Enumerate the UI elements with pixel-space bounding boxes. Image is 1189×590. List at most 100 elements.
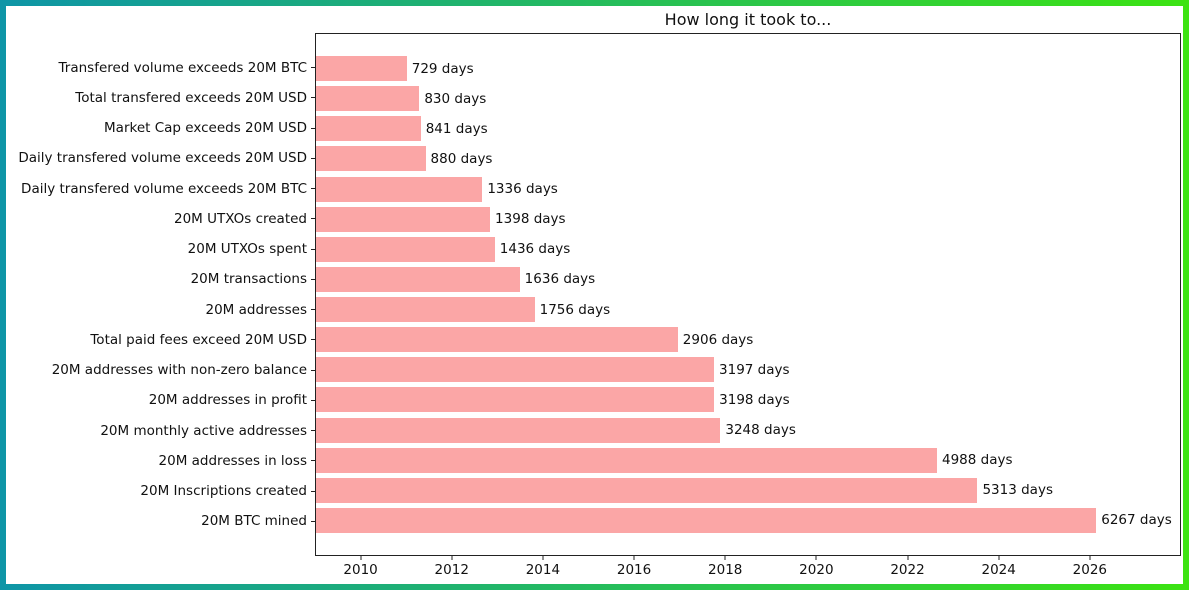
- bar-row: 4988 days: [316, 447, 1180, 473]
- y-axis-label-area: Transfered volume exceeds 20M BTC Total t…: [6, 33, 315, 556]
- bar-value-label: 3248 days: [725, 422, 796, 438]
- chart-title: How long it took to...: [664, 10, 832, 29]
- bar-value-label: 880 days: [430, 150, 493, 167]
- bar: [316, 86, 420, 112]
- x-tick-mark: [633, 556, 635, 560]
- bar: [316, 206, 491, 232]
- y-tick-mark: [311, 399, 315, 401]
- bar: [316, 146, 426, 172]
- x-tick-label: 2024: [981, 562, 1016, 578]
- x-tick-label: 2020: [799, 562, 834, 578]
- y-axis-category-label: 20M addresses: [205, 301, 308, 318]
- bar-row: 3197 days: [316, 357, 1180, 383]
- x-tick-mark: [542, 556, 544, 560]
- y-axis-category-label: Total paid fees exceed 20M USD: [90, 331, 307, 348]
- bar-row: 5313 days: [316, 477, 1180, 503]
- y-tick-mark: [311, 490, 315, 492]
- y-tick-mark: [311, 97, 315, 99]
- bar: [316, 116, 421, 142]
- y-axis-label-row: 20M BTC mined: [6, 509, 315, 534]
- x-tick-mark: [724, 556, 726, 560]
- y-axis-label-row: Daily transfered volume exceeds 20M USD: [6, 146, 315, 171]
- bar-value-label: 1336 days: [487, 181, 558, 197]
- bar: [316, 56, 407, 81]
- bar: [316, 176, 483, 202]
- y-tick-mark: [311, 157, 315, 159]
- x-tick-label: 2016: [616, 562, 652, 578]
- y-tick-mark: [311, 188, 315, 190]
- y-axis-label-row: Total transfered exceeds 20M USD: [6, 85, 315, 110]
- y-tick-mark: [311, 278, 315, 280]
- y-axis-label-row: Market Cap exceeds 20M USD: [6, 116, 315, 141]
- bar-value-label: 1436 days: [499, 241, 571, 258]
- y-axis-label-row: Transfered volume exceeds 20M BTC: [6, 55, 315, 80]
- y-axis-label-row: Daily transfered volume exceeds 20M BTC: [6, 176, 315, 201]
- bar-row: 6267 days: [316, 507, 1180, 533]
- bar: [316, 297, 535, 322]
- bar: [316, 447, 937, 473]
- bar-value-label: 1636 days: [524, 271, 596, 288]
- y-tick-mark: [311, 127, 315, 129]
- bar-value-label: 841 days: [425, 120, 488, 137]
- y-tick-mark: [311, 369, 315, 371]
- y-axis-category-label: Transfered volume exceeds 20M BTC: [58, 59, 307, 76]
- bar-row: 3248 days: [316, 417, 1180, 443]
- bar-value-label: 1398 days: [495, 211, 566, 228]
- x-tick-label: 2012: [434, 562, 469, 578]
- plot-area: 729 days 830 days 841 days 880 days 1336 day…: [315, 33, 1181, 556]
- bar-row: 1336 days: [316, 176, 1180, 202]
- x-tick-mark: [815, 556, 817, 560]
- y-axis-label-row: 20M UTXOs created: [6, 206, 315, 231]
- bar: [316, 357, 715, 383]
- y-axis-category-label: 20M addresses with non-zero balance: [51, 362, 307, 379]
- bar-value-label: 6267 days: [1101, 512, 1172, 529]
- y-tick-mark: [311, 309, 315, 311]
- y-axis-label-row: 20M addresses: [6, 297, 315, 322]
- y-tick-mark: [311, 460, 315, 462]
- bar: [316, 507, 1097, 533]
- bar-row: 2906 days: [316, 327, 1180, 353]
- bar: [316, 387, 715, 413]
- x-tick-mark: [998, 556, 1000, 560]
- bar: [316, 327, 678, 353]
- x-tick-mark: [907, 556, 909, 560]
- x-tick-label: 2018: [708, 562, 743, 578]
- x-tick-mark: [1089, 556, 1091, 560]
- y-axis-category-label: 20M transactions: [190, 271, 307, 288]
- y-axis-category-label: 20M BTC mined: [201, 513, 307, 530]
- y-tick-mark: [311, 218, 315, 220]
- y-axis-label-row: Total paid fees exceed 20M USD: [6, 327, 315, 352]
- bar-value-label: 5313 days: [982, 482, 1053, 499]
- y-axis-label-row: 20M addresses in profit: [6, 388, 315, 413]
- x-axis: 2010 2012 2014 2016 2018 2020 2022 2024 2026: [315, 556, 1181, 584]
- y-tick-mark: [311, 67, 315, 68]
- bar: [316, 266, 520, 292]
- y-axis-label-row: 20M monthly active addresses: [6, 418, 315, 443]
- bar: [316, 236, 495, 262]
- bar: [316, 477, 978, 503]
- y-axis-labels: Transfered volume exceeds 20M BTC Total t…: [6, 33, 315, 556]
- y-axis-category-label: 20M UTXOs created: [173, 210, 307, 227]
- y-axis-label-row: 20M Inscriptions created: [6, 479, 315, 504]
- y-axis-category-label: 20M addresses in profit: [148, 392, 307, 409]
- bar-row: 1756 days: [316, 297, 1180, 322]
- y-axis-category-label: Daily transfered volume exceeds 20M USD: [18, 150, 307, 167]
- y-axis-category-label: 20M Inscriptions created: [140, 483, 307, 500]
- y-tick-mark: [311, 520, 315, 522]
- bar-row: 729 days: [316, 56, 1180, 81]
- x-tick-mark: [451, 556, 453, 560]
- chart-figure: How long it took to... Transfered volume…: [6, 6, 1183, 584]
- bar-row: 880 days: [316, 146, 1180, 172]
- y-axis-label-row: 20M addresses with non-zero balance: [6, 358, 315, 383]
- bar: [316, 417, 721, 443]
- bars-container: 729 days 830 days 841 days 880 days 1336 day…: [316, 34, 1180, 555]
- bar-value-label: 3198 days: [719, 391, 790, 408]
- y-axis-label-row: 20M UTXOs spent: [6, 237, 315, 262]
- y-axis-category-label: Total transfered exceeds 20M USD: [75, 89, 307, 106]
- bar-row: 830 days: [316, 86, 1180, 112]
- bar-row: 3198 days: [316, 387, 1180, 413]
- bar-row: 1636 days: [316, 266, 1180, 292]
- bar-row: 1436 days: [316, 236, 1180, 262]
- bar-row: 841 days: [316, 116, 1180, 142]
